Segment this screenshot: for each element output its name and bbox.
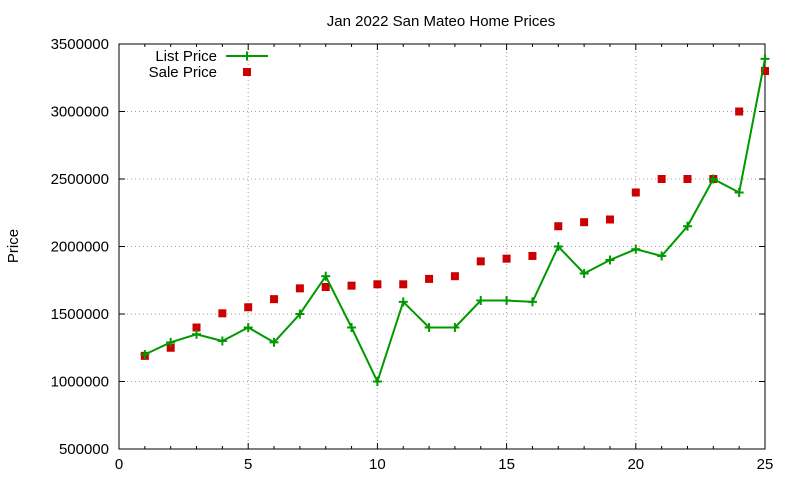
list-price-point xyxy=(424,323,434,332)
sale-price-point xyxy=(166,343,175,352)
list-price-point xyxy=(398,297,408,307)
x-tick-label: 25 xyxy=(757,456,774,473)
list-price-point xyxy=(450,323,460,332)
list-price-point xyxy=(476,296,486,305)
sale-price-point xyxy=(554,222,563,231)
x-tick-label: 10 xyxy=(369,456,386,473)
list-price-point xyxy=(140,350,150,359)
x-tick-label: 20 xyxy=(627,456,644,473)
sale-price-point xyxy=(244,303,253,312)
sale-price-point xyxy=(321,283,330,291)
x-tick-label: 5 xyxy=(244,456,252,473)
sale-price-point xyxy=(683,175,692,183)
sale-price-point xyxy=(270,295,279,304)
sale-price-point xyxy=(631,188,640,197)
sale-price-point xyxy=(657,175,666,183)
list-price-point xyxy=(269,337,279,347)
axis-ticks xyxy=(118,43,766,450)
sale-price-point xyxy=(528,251,537,260)
sale-price-point xyxy=(192,323,201,332)
list-price-point xyxy=(579,269,589,278)
y-tick-label: 1500000 xyxy=(51,306,109,323)
chart-title: Jan 2022 San Mateo Home Prices xyxy=(327,13,555,30)
list-price-point xyxy=(527,297,537,307)
sale-price-point xyxy=(425,274,434,283)
y-tick-label: 1000000 xyxy=(51,374,109,391)
sale-price-point xyxy=(605,215,614,224)
sale-price-point xyxy=(373,280,382,289)
list-price-point xyxy=(657,251,667,261)
sale-price-point xyxy=(580,218,589,227)
series-layer xyxy=(140,54,770,386)
list-price-point xyxy=(631,244,641,254)
list-price-point xyxy=(502,296,512,305)
list-price-point xyxy=(166,337,176,347)
y-tick-label: 3500000 xyxy=(51,36,109,53)
x-tick-label: 15 xyxy=(498,456,515,473)
legend-marker-sale-price xyxy=(243,68,251,76)
list-price-point xyxy=(553,242,563,251)
y-tick-label: 500000 xyxy=(59,441,109,458)
legend-sample-list-price xyxy=(226,51,268,61)
x-tick-label: 0 xyxy=(115,456,123,473)
sale-price-point xyxy=(399,280,408,289)
list-price-point xyxy=(295,309,305,319)
legend-label-sale-price: Sale Price xyxy=(149,64,217,81)
list-price-point xyxy=(605,255,615,265)
list-price-point xyxy=(347,323,357,332)
y-axis-tick-labels: 500000 1000000 1500000 2000000 2500000 300000… xyxy=(51,36,109,458)
sale-price-point xyxy=(761,67,769,75)
sale-price-point xyxy=(476,257,485,266)
legend: List Price Sale Price xyxy=(149,48,268,81)
list-price-point xyxy=(243,323,253,332)
y-tick-label: 2500000 xyxy=(51,171,109,188)
list-price-point xyxy=(760,54,770,64)
list-price-point xyxy=(734,188,744,197)
x-axis-tick-labels: 0 5 10 15 20 25 xyxy=(115,456,774,473)
y-axis-label: Price xyxy=(5,229,22,263)
sale-price-point xyxy=(502,254,511,263)
list-price-point xyxy=(372,377,382,386)
sale-price-point xyxy=(450,272,459,281)
list-price-point xyxy=(708,174,718,184)
list-price-point xyxy=(217,336,227,346)
sale-price-point xyxy=(347,281,356,290)
legend-label-list-price: List Price xyxy=(155,48,217,65)
list-price-point xyxy=(321,271,331,281)
sale-price-point xyxy=(218,309,227,318)
y-tick-label: 3000000 xyxy=(51,104,109,121)
list-price-point xyxy=(192,329,202,339)
y-tick-label: 2000000 xyxy=(51,239,109,256)
sale-price-point xyxy=(735,107,744,116)
legend-sample-sale-price xyxy=(243,68,251,76)
sale-price-point xyxy=(295,284,304,293)
list-price-point xyxy=(682,221,692,231)
